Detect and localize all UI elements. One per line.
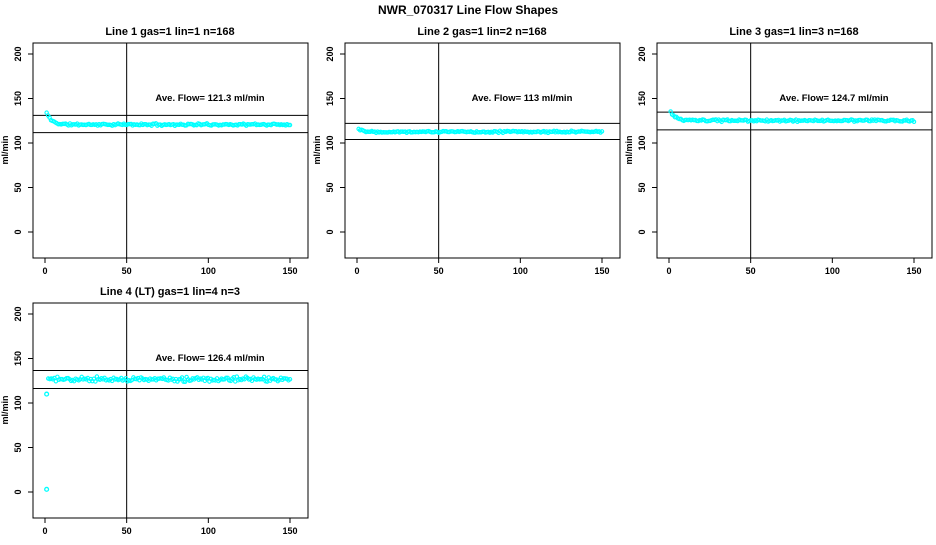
x-tick-label: 100: [513, 266, 528, 276]
flow-point: [599, 129, 605, 134]
y-tick-label: 200: [13, 306, 23, 321]
figure-title: NWR_070317 Line Flow Shapes: [377, 3, 559, 17]
chart-layer: 0 50 100 150 0 50 100 150 200: [13, 302, 309, 536]
y-tick-label: 100: [637, 135, 647, 150]
flow-point: [261, 374, 267, 380]
flow-point: [287, 122, 293, 128]
flow-point: [179, 375, 185, 380]
line-2-flow-chart: Line 2 gas=1 lin=2 n=168 ml/min Ave. Flo…: [312, 26, 621, 276]
avg-flow-annotation: Ave. Flow= 121.3 ml/min: [155, 93, 264, 104]
y-tick-label: 0: [637, 229, 647, 234]
flow-point: [93, 379, 98, 384]
x-tick-label: 150: [594, 266, 609, 276]
x-axis: 0 50 100 150: [42, 518, 298, 536]
y-tick-label: 200: [13, 46, 23, 61]
plot-box: [32, 42, 309, 259]
y-tick-label: 50: [13, 182, 23, 192]
x-tick-label: 100: [201, 526, 216, 536]
line-3-flow-chart: Line 3 gas=1 lin=3 n=168 ml/min Ave. Flo…: [624, 26, 933, 276]
y-tick-label: 200: [325, 46, 335, 61]
y-axis: 0 50 100 150 200: [13, 46, 33, 235]
panel-line-4: Line 4 (LT) gas=1 lin=4 n=3 ml/min Ave. …: [0, 280, 312, 540]
y-tick-label: 100: [13, 395, 23, 410]
y-tick-label: 0: [13, 229, 23, 234]
line-4-flow-chart: Line 4 (LT) gas=1 lin=4 n=3 ml/min Ave. …: [0, 286, 309, 536]
panel-title: Line 4 (LT) gas=1 lin=4 n=3: [100, 286, 240, 298]
panel-line-3: Line 3 gas=1 lin=3 n=168 ml/min Ave. Flo…: [624, 20, 936, 280]
y-tick-label: 150: [325, 91, 335, 106]
y-tick-label: 0: [325, 229, 335, 234]
x-tick-label: 150: [282, 526, 297, 536]
panel-title: Line 3 gas=1 lin=3 n=168: [729, 26, 858, 38]
flow-points: [44, 374, 293, 492]
panel-title: Line 1 gas=1 lin=1 n=168: [105, 26, 234, 38]
y-axis: 0 50 100 150 200: [637, 46, 657, 235]
x-tick-label: 50: [122, 266, 132, 276]
flow-points: [356, 126, 605, 136]
y-tick-label: 150: [637, 91, 647, 106]
y-tick-label: 50: [13, 442, 23, 452]
y-axis-label: ml/min: [624, 135, 634, 164]
x-tick-label: 50: [746, 266, 756, 276]
x-tick-label: 100: [201, 266, 216, 276]
flow-point: [287, 377, 293, 382]
flow-point: [911, 119, 917, 125]
y-tick-label: 0: [13, 489, 23, 494]
y-axis-label: ml/min: [0, 395, 10, 424]
x-axis: 0 50 100 150: [42, 258, 298, 276]
x-tick-label: 150: [282, 266, 297, 276]
x-tick-label: 0: [354, 266, 359, 276]
y-axis-label: ml/min: [312, 135, 322, 164]
y-axis: 0 50 100 150 200: [325, 46, 345, 235]
x-axis: 0 50 100 150: [666, 258, 922, 276]
flow-outlier-point: [44, 486, 50, 492]
x-axis: 0 50 100 150: [354, 258, 610, 276]
flow-point: [182, 379, 188, 385]
y-axis-label: ml/min: [0, 135, 10, 164]
flow-point: [223, 375, 229, 381]
x-tick-label: 150: [906, 266, 921, 276]
y-tick-label: 150: [13, 91, 23, 106]
panel-title: Line 2 gas=1 lin=2 n=168: [417, 26, 546, 38]
x-tick-label: 0: [666, 266, 671, 276]
x-tick-label: 50: [122, 526, 132, 536]
y-tick-label: 50: [637, 182, 647, 192]
y-tick-label: 150: [13, 351, 23, 366]
y-tick-label: 50: [325, 182, 335, 192]
x-tick-label: 0: [42, 526, 47, 536]
flow-outlier-point: [44, 391, 50, 397]
avg-flow-annotation: Ave. Flow= 113 ml/min: [472, 93, 573, 104]
chart-layer: 0 50 100 150 0 50 100 150 200: [13, 42, 309, 276]
x-tick-label: 50: [434, 266, 444, 276]
panel-line-1: Line 1 gas=1 lin=1 n=168 ml/min Ave. Flo…: [0, 20, 312, 280]
y-tick-label: 100: [325, 135, 335, 150]
x-tick-label: 0: [42, 266, 47, 276]
line-1-flow-chart: Line 1 gas=1 lin=1 n=168 ml/min Ave. Flo…: [0, 26, 309, 276]
x-tick-label: 100: [825, 266, 840, 276]
panel-line-2: Line 2 gas=1 lin=2 n=168 ml/min Ave. Flo…: [312, 20, 624, 280]
plot-box: [32, 302, 309, 519]
flow-points: [44, 110, 293, 129]
flow-point: [234, 374, 240, 379]
avg-flow-annotation: Ave. Flow= 126.4 ml/min: [155, 353, 264, 364]
chart-layer: 0 50 100 150 0 50 100 150 200: [637, 42, 933, 276]
y-axis: 0 50 100 150 200: [13, 306, 33, 495]
chart-layer: 0 50 100 150 0 50 100 150 200: [325, 42, 621, 276]
plot-box: [344, 42, 621, 259]
avg-flow-annotation: Ave. Flow= 124.7 ml/min: [779, 93, 888, 104]
y-tick-label: 100: [13, 135, 23, 150]
y-tick-label: 200: [637, 46, 647, 61]
plot-box: [656, 42, 933, 259]
flow-points: [668, 109, 917, 125]
